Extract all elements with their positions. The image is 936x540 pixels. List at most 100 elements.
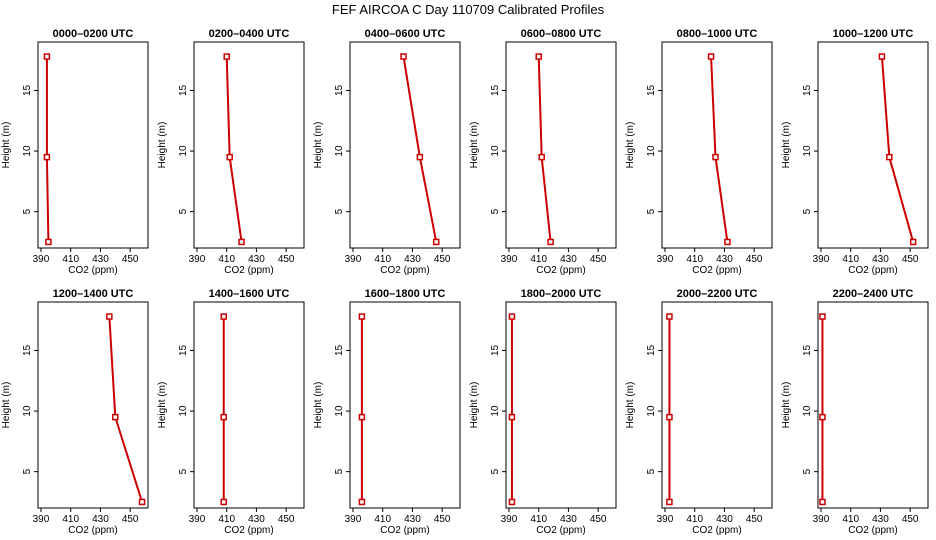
panel-title: 1400–1600 UTC xyxy=(209,288,290,300)
profile-point xyxy=(508,313,516,320)
profile-line xyxy=(880,56,915,243)
panels-group: 0000–0200 UTC 390 410 430 450 CO2 (ppm) 5 10 15 H… xyxy=(1,28,929,536)
y-tick-label: 5 xyxy=(22,208,33,214)
y-tick-label: 15 xyxy=(646,344,657,356)
y-tick-label: 10 xyxy=(334,405,345,417)
x-tick-label: 450 xyxy=(746,254,763,265)
profile-line xyxy=(108,316,144,503)
y-tick-label: 5 xyxy=(178,468,189,474)
profile-point xyxy=(666,498,673,506)
profile-panel: 1800–2000 UTC 390 410 430 450 CO2 (ppm) 5 10 15 H… xyxy=(469,288,617,536)
profile-point xyxy=(43,153,51,161)
profile-point xyxy=(400,53,407,60)
x-tick-label: 450 xyxy=(434,514,451,525)
x-tick-label: 410 xyxy=(686,514,703,525)
y-tick-label: 10 xyxy=(22,145,33,157)
profile-panel: 0200–0400 UTC 390 410 430 450 CO2 (ppm) 5 10 15 H… xyxy=(157,28,305,276)
x-tick-label: 430 xyxy=(92,254,109,265)
y-axis-label: Height (m) xyxy=(1,122,12,169)
x-tick-label: 410 xyxy=(530,514,547,525)
panel-title: 1000–1200 UTC xyxy=(833,28,914,40)
panel-title: 2200–2400 UTC xyxy=(833,288,914,300)
plot-frame xyxy=(817,301,929,509)
profile-point xyxy=(220,413,227,421)
y-tick-label: 10 xyxy=(646,145,657,157)
profile-panel: 0000–0200 UTC 390 410 430 450 CO2 (ppm) 5 10 15 H… xyxy=(1,28,149,276)
x-tick-label: 450 xyxy=(590,254,607,265)
y-axis-label: Height (m) xyxy=(625,382,636,429)
y-tick-label: 10 xyxy=(802,145,813,157)
profile-point xyxy=(358,313,366,320)
plot-frame xyxy=(661,301,773,509)
profile-point xyxy=(909,238,917,246)
y-tick-label: 15 xyxy=(490,84,501,96)
y-axis-label: Height (m) xyxy=(469,122,480,169)
profile-point xyxy=(238,238,245,246)
profile-point xyxy=(432,238,440,246)
profile-point xyxy=(508,413,516,421)
x-tick-label: 450 xyxy=(122,254,139,265)
y-tick-label: 10 xyxy=(802,405,813,417)
x-tick-label: 410 xyxy=(374,514,391,525)
y-axis-label: Height (m) xyxy=(157,382,168,429)
profile-point xyxy=(666,413,673,421)
x-axis-label: CO2 (ppm) xyxy=(68,525,117,536)
profile-point xyxy=(878,53,886,60)
profile-point xyxy=(547,238,554,246)
profile-panel: 2200–2400 UTC 390 410 430 450 CO2 (ppm) 5 10 15 H… xyxy=(781,288,929,536)
profile-point xyxy=(220,498,227,506)
y-tick-label: 5 xyxy=(802,208,813,214)
profile-point xyxy=(223,53,230,60)
x-tick-label: 390 xyxy=(33,254,50,265)
profile-point xyxy=(819,498,826,506)
x-tick-label: 390 xyxy=(657,514,674,525)
plot-frame xyxy=(661,41,773,249)
y-axis-label: Height (m) xyxy=(313,382,324,429)
y-tick-label: 10 xyxy=(178,405,189,417)
profile-point xyxy=(712,153,719,161)
y-tick-label: 10 xyxy=(178,145,189,157)
profile-point xyxy=(538,153,545,161)
x-tick-label: 430 xyxy=(872,514,889,525)
profile-panel: 0400–0600 UTC 390 410 430 450 CO2 (ppm) 5 10 15 H… xyxy=(313,28,461,276)
profile-point xyxy=(819,413,826,421)
profile-panel: 1200–1400 UTC 390 410 430 450 CO2 (ppm) 5 10 15 H… xyxy=(1,288,149,536)
y-tick-label: 5 xyxy=(22,468,33,474)
y-axis-label: Height (m) xyxy=(157,122,168,169)
x-tick-label: 410 xyxy=(842,254,859,265)
x-tick-label: 450 xyxy=(590,514,607,525)
panel-title: 0400–0600 UTC xyxy=(365,28,446,40)
profile-point xyxy=(819,313,826,320)
x-tick-label: 450 xyxy=(902,254,919,265)
x-tick-label: 430 xyxy=(716,254,733,265)
profile-panel: 1400–1600 UTC 390 410 430 450 CO2 (ppm) 5 10 15 H… xyxy=(157,288,305,536)
profile-line xyxy=(710,56,729,243)
plot-frame xyxy=(193,301,305,509)
plot-frame xyxy=(505,41,617,249)
panel-title: 1800–2000 UTC xyxy=(521,288,602,300)
x-tick-label: 410 xyxy=(530,254,547,265)
x-tick-label: 430 xyxy=(248,254,265,265)
x-tick-label: 450 xyxy=(122,514,139,525)
x-axis-label: CO2 (ppm) xyxy=(380,265,429,276)
x-tick-label: 450 xyxy=(902,514,919,525)
x-axis-label: CO2 (ppm) xyxy=(848,265,897,276)
profile-point xyxy=(43,53,51,60)
x-axis-label: CO2 (ppm) xyxy=(692,265,741,276)
profile-line xyxy=(402,56,438,243)
profile-point xyxy=(112,413,119,421)
x-tick-label: 430 xyxy=(716,514,733,525)
profile-point xyxy=(226,153,233,161)
profile-point xyxy=(220,313,227,320)
x-axis-label: CO2 (ppm) xyxy=(692,525,741,536)
y-tick-label: 10 xyxy=(490,145,501,157)
profile-panel: 0800–1000 UTC 390 410 430 450 CO2 (ppm) 5 10 15 H… xyxy=(625,28,773,276)
panel-title: 0000–0200 UTC xyxy=(53,28,134,40)
y-tick-label: 15 xyxy=(178,344,189,356)
y-tick-label: 10 xyxy=(646,405,657,417)
profile-point xyxy=(886,153,893,161)
chart-title: FEF AIRCOA C Day 110709 Calibrated Profi… xyxy=(332,2,605,17)
x-tick-label: 390 xyxy=(189,514,206,525)
profile-point xyxy=(707,53,715,60)
